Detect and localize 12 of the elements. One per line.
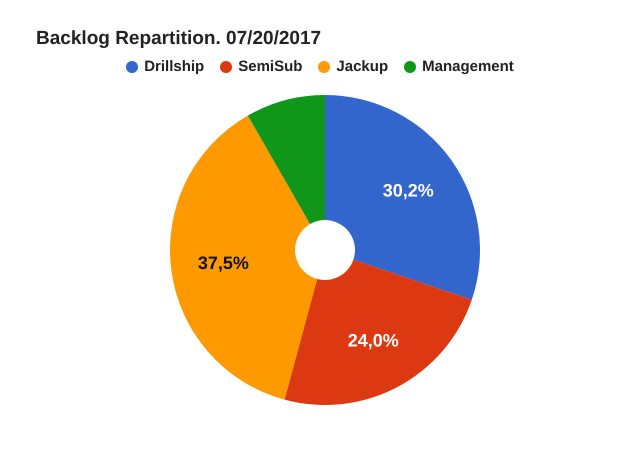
data-label: 37,5% xyxy=(198,253,249,274)
data-label: 30,2% xyxy=(382,180,434,200)
legend-label: SemiSub xyxy=(237,58,302,75)
legend-label: Management xyxy=(421,58,514,75)
legend-label: Drillship xyxy=(143,58,204,75)
chart-title: Backlog Repartition. 07/20/2017 xyxy=(35,27,322,51)
donut-slice xyxy=(170,116,318,400)
legend-label: Jackup xyxy=(335,58,388,75)
data-label: 24,0% xyxy=(348,330,399,350)
donut-slice xyxy=(284,260,472,405)
donut-slice xyxy=(325,95,480,300)
donut-slice xyxy=(248,95,325,224)
